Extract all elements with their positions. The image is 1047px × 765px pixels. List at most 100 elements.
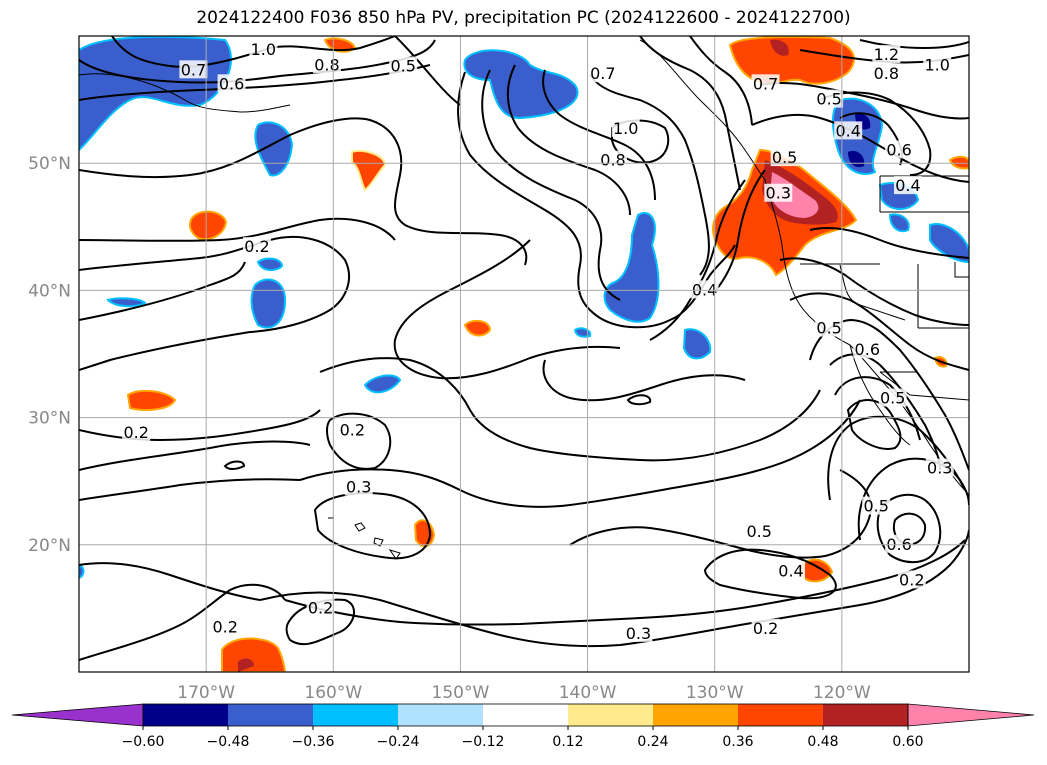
pv-contour [506,64,631,216]
hawaiian-islands [328,517,401,560]
colorbar-segment [738,704,823,726]
negative-anomaly-region [363,374,402,394]
pv-contour [809,227,969,259]
positive-anomaly-region [800,558,834,583]
colorbar-tick-label: −0.48 [207,734,250,750]
pv-contour [481,69,621,301]
positive-anomaly-region [728,36,855,85]
colorbar-segment [228,704,313,726]
colorbar [11,703,1035,727]
pv-contour [827,415,966,501]
map-frame [78,35,970,673]
contour-label-background [815,318,844,337]
map-title: 2024122400 F036 850 hPa PV, precipitatio… [196,8,851,28]
latitude-label: 40°N [28,281,71,301]
contour-label-background [885,534,914,553]
latitude-label: 50°N [28,154,71,174]
pv-contour [846,399,902,450]
pv-contour [542,359,746,402]
colorbar-extend-high [907,703,1035,727]
contour-label: 0.2 [212,617,237,636]
negative-anomaly-region [106,297,147,308]
pv-contour [79,409,321,442]
contour-label: 0.6 [855,340,880,359]
colorbar-tick-label: −0.60 [122,734,165,750]
contour-label-background [872,64,901,83]
negative-anomaly-region [256,257,284,272]
pv-contour [589,74,710,276]
contour-label-background [885,140,914,159]
contour-label-background [611,118,640,137]
positive-anomaly-region [238,658,254,672]
colorbar-segment [483,704,568,726]
pv-contour [876,493,942,564]
colorbar-tick-label: 0.36 [722,734,753,750]
contour-label-background [925,458,954,477]
contour-label-background [777,561,805,580]
pv-contour [789,292,969,371]
pv-contour [626,394,652,406]
contour-label-background [179,60,208,79]
contour-label: 0.8 [600,151,625,170]
negative-anomaly-region [603,212,660,323]
contour-label: 0.6 [219,74,244,93]
contour-label: 0.5 [863,497,888,516]
pv-contour [779,257,969,326]
longitude-label: 160°W [304,683,362,703]
colorbar-tick-label: 0.48 [807,734,838,750]
latitude-label: 20°N [28,536,71,556]
contour-label: 0.2 [899,570,924,589]
positive-anomaly-region [770,172,819,218]
contour-label: 1.0 [924,55,949,74]
contour-label: 0.3 [346,478,371,497]
colorbar-segment [398,704,483,726]
negative-anomaly-region [254,121,294,177]
contour-label-background [862,496,891,515]
pv-contour [859,39,969,50]
contour-label-background [878,388,907,407]
pv-contour [639,36,741,191]
pv-contour [689,36,753,126]
contour-label-background [751,74,780,93]
pv-contour [79,64,431,101]
contour-label-background [306,598,335,617]
contour-label: 0.3 [626,624,651,643]
longitude-label: 150°W [432,683,490,703]
contour-label-background [344,477,373,496]
contour-label-background [624,623,653,642]
pv-contour [819,91,932,176]
graticule [79,36,969,672]
contour-label: 0.2 [308,598,333,617]
contour-label: 0.8 [874,64,899,83]
contour-label-background [751,618,780,637]
pv-contour [284,539,966,626]
positive-anomaly-region [770,39,789,56]
pv-contour [79,440,311,471]
pv-contour [79,261,246,321]
colorbar-extend-low [11,703,144,727]
contour-label: 1.2 [874,45,899,64]
pv-contour [223,460,246,470]
contour-label: 0.3 [927,458,952,477]
contour-label-background [923,55,952,74]
pv-contour [79,236,350,371]
contour-label: 0.6 [886,140,911,159]
contour-label: 0.2 [340,420,365,439]
contour-label: 0.2 [753,619,778,638]
contour-label-background [599,150,627,169]
colorbar-tick-label: −0.36 [292,734,335,750]
negative-anomaly-region [929,223,969,264]
contour-label-background [588,64,617,83]
colorbar-segment [653,704,738,726]
longitude-labels: 170°W 160°W 150°W 140°W 130°W 120°W [177,683,871,703]
pv-contour [313,492,432,560]
positive-anomaly-region [126,389,177,411]
colorbar-tick-label: 0.60 [892,734,923,750]
positive-anomaly-region [221,637,287,672]
contour-label: 0.4 [778,562,803,581]
contour-label: 0.5 [390,57,415,76]
pv-contour [649,179,746,341]
negative-anomaly-region [79,564,85,580]
pv-contour [892,512,927,546]
